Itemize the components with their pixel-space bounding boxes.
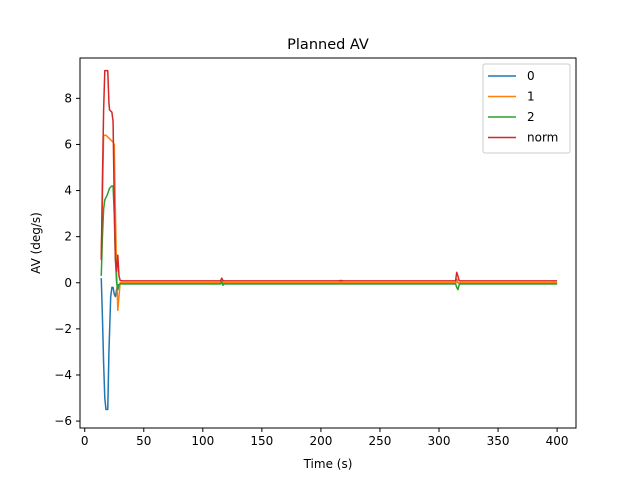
plot-frame xyxy=(79,57,577,429)
legend-label: 2 xyxy=(527,110,535,124)
x-tick-label: 50 xyxy=(136,434,151,448)
y-tick-label: −4 xyxy=(54,368,72,382)
x-tick-label: 0 xyxy=(81,434,89,448)
y-tick-label: −6 xyxy=(54,414,72,428)
legend-label: 0 xyxy=(527,69,535,83)
series-layer xyxy=(100,69,558,411)
series-line-1 xyxy=(100,134,558,312)
x-axis: 0 50 100 150 200 250 300 350 400 xyxy=(81,428,569,448)
x-tick-label: 150 xyxy=(250,434,273,448)
x-axis-label: Time (s) xyxy=(303,457,353,471)
legend: 0 1 2 norm xyxy=(482,63,571,154)
y-axis: −6 −4 −2 0 2 4 6 8 xyxy=(54,91,80,428)
y-tick-label: 6 xyxy=(64,137,72,151)
legend-box xyxy=(482,63,571,154)
y-axis-label: AV (deg/s) xyxy=(29,212,43,274)
x-tick-label: 350 xyxy=(487,434,510,448)
legend-label: 1 xyxy=(527,90,535,104)
y-tick-label: 8 xyxy=(64,91,72,105)
x-tick-label: 100 xyxy=(191,434,214,448)
y-tick-label: 0 xyxy=(64,276,72,290)
chart-title: Planned AV xyxy=(287,37,369,53)
y-tick-label: 2 xyxy=(64,230,72,244)
x-tick-label: 400 xyxy=(546,434,569,448)
x-tick-label: 300 xyxy=(428,434,451,448)
series-line-0 xyxy=(100,278,558,411)
y-tick-label: 4 xyxy=(64,184,72,198)
x-tick-label: 250 xyxy=(369,434,392,448)
legend-label: norm xyxy=(527,131,558,145)
series-line-norm xyxy=(100,69,558,282)
x-tick-label: 200 xyxy=(309,434,332,448)
y-tick-label: −2 xyxy=(54,322,72,336)
series-line-2 xyxy=(100,185,558,291)
